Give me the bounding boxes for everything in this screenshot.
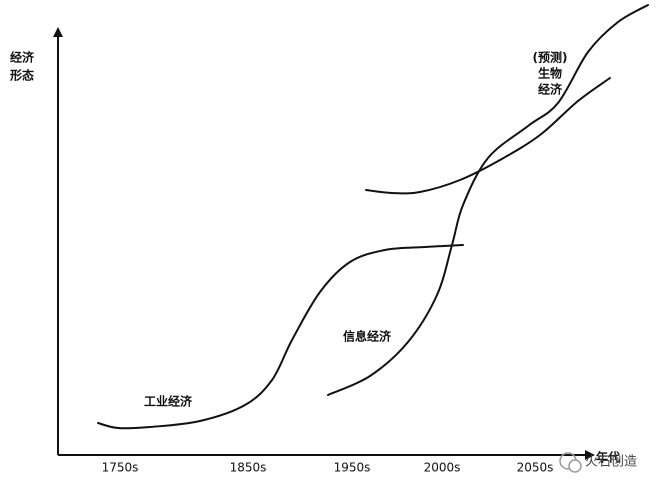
curve-label: 经济 [538,82,563,97]
information-curve [327,4,649,396]
watermark: 火石创造 [559,452,637,473]
y-axis-label: 形态 [10,68,34,83]
x-tick-label: 2000s [424,461,461,475]
y-axis-label: 经济 [10,50,35,65]
x-tick-label: 1850s [230,461,267,475]
curve-label: (预测) [533,50,568,65]
industrial-curve [97,244,464,430]
watermark-text: 火石创造 [585,455,637,470]
x-tick-label: 1750s [102,461,139,475]
curve-label: 工业经济 [144,394,193,409]
curve-label: 生物 [538,66,562,81]
x-tick-label: 2050s [517,461,554,475]
curve-label: 信息经济 [343,329,392,344]
bio-curve [365,77,611,195]
x-axis-label: 年代 [596,450,620,465]
x-tick-label: 1950s [334,461,371,475]
